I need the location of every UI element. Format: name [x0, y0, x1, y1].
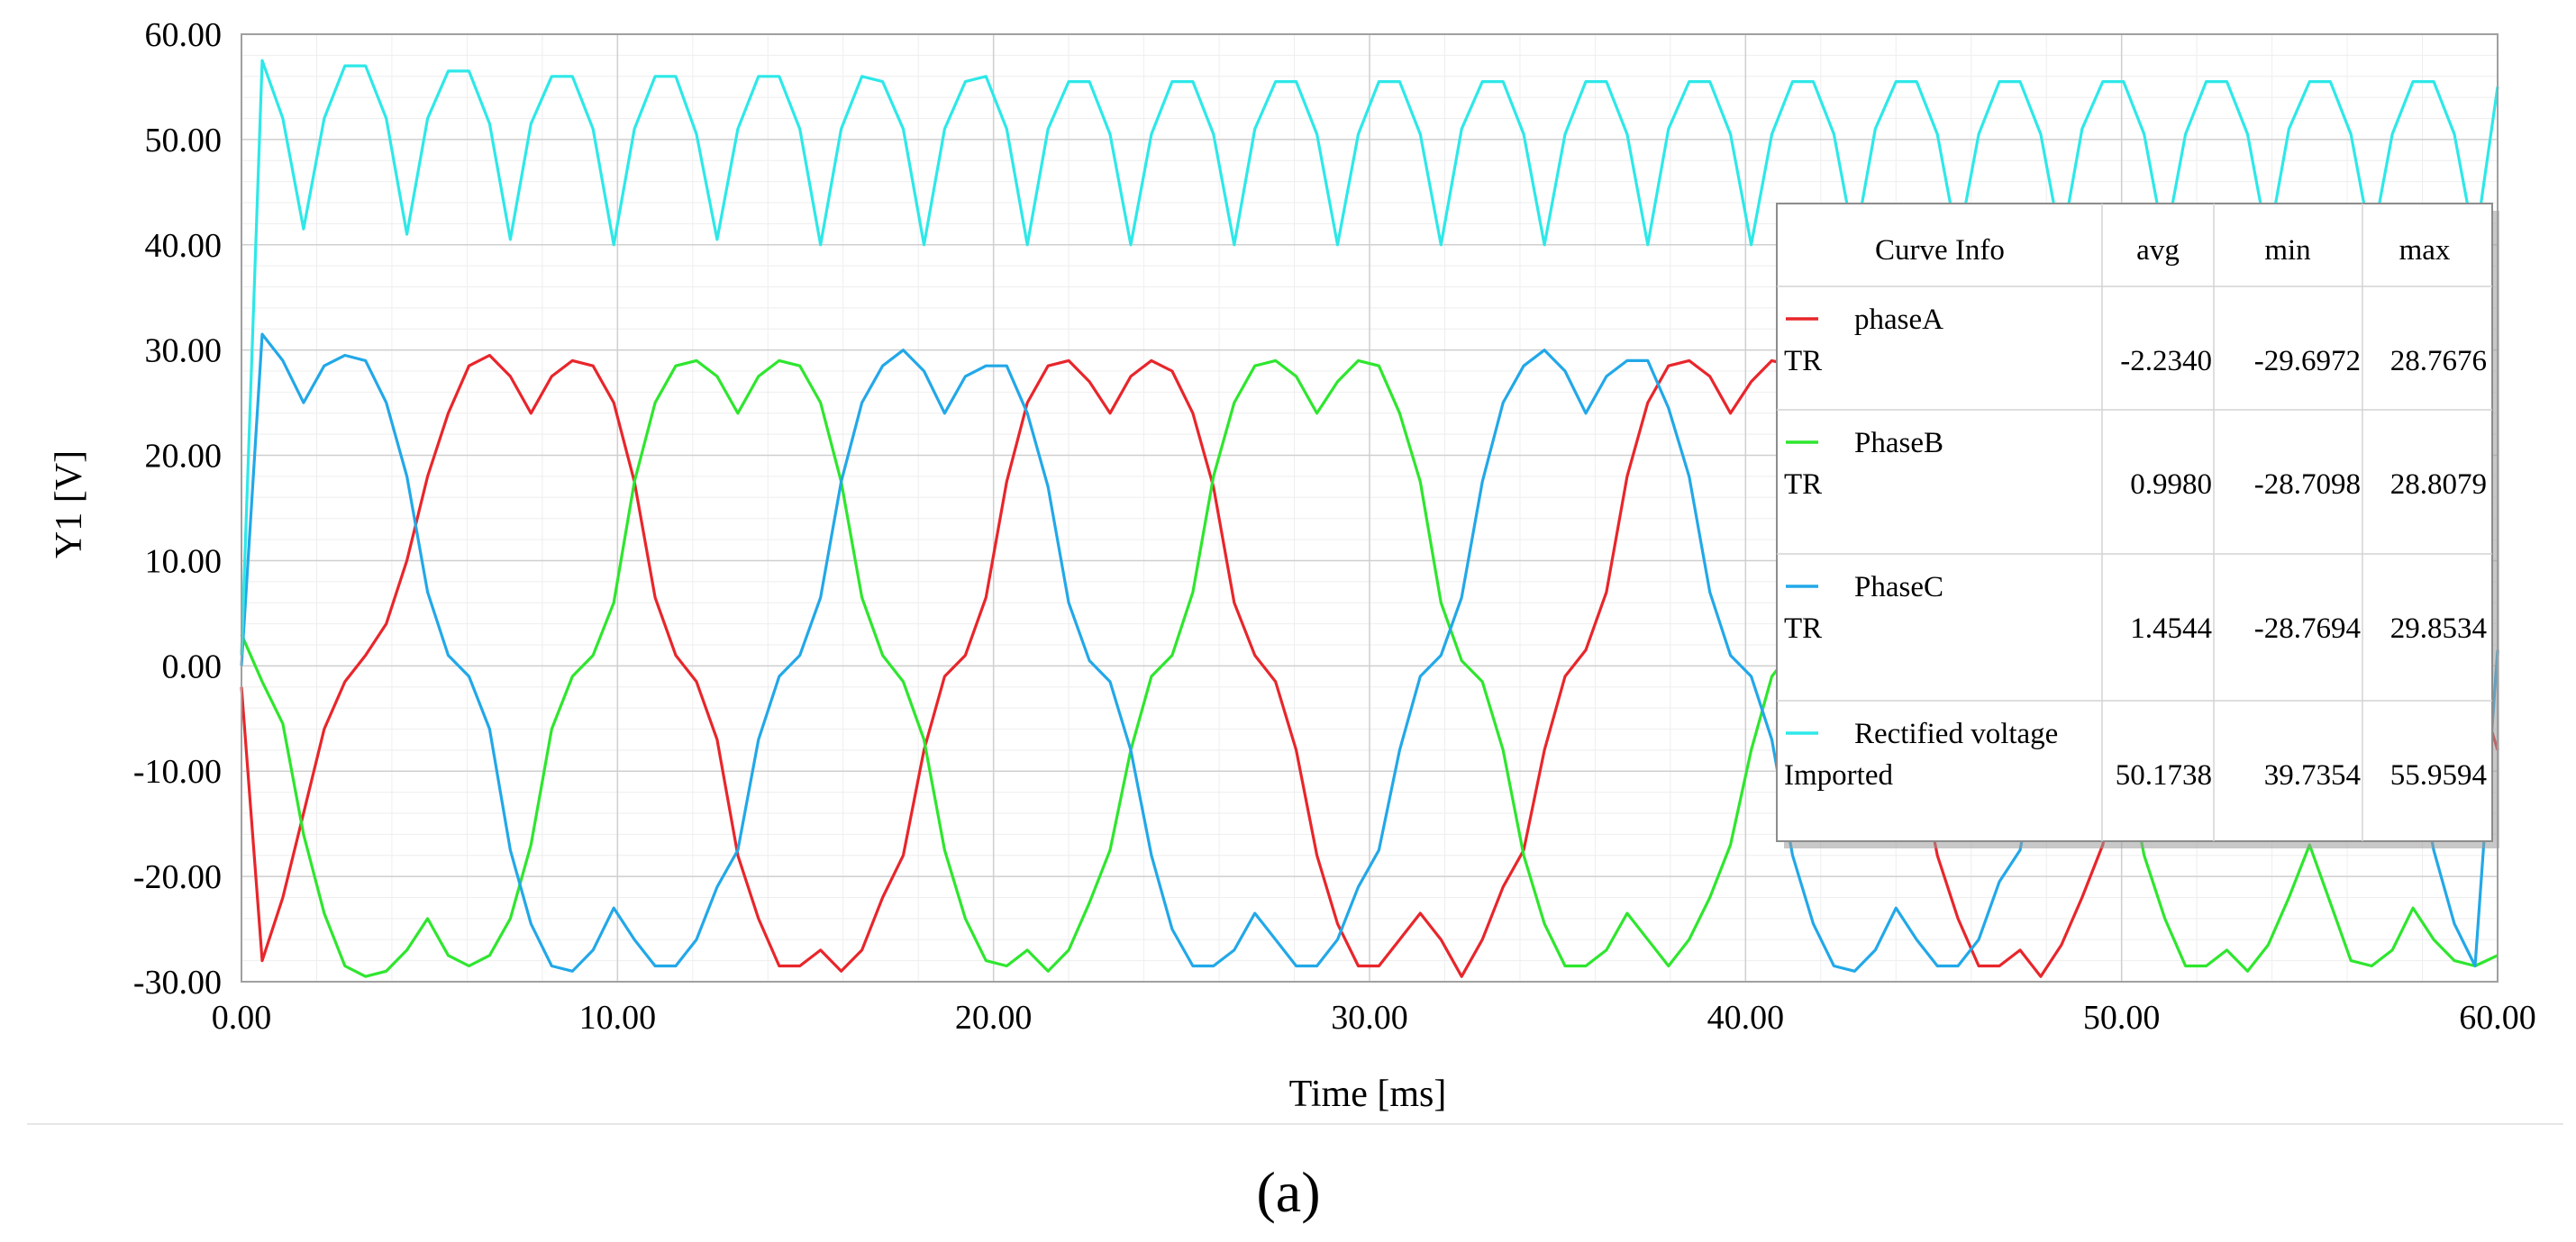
legend-max-value: 28.7676: [2390, 345, 2487, 377]
y-tick-label: -20.00: [133, 858, 222, 896]
x-tick-label: 20.00: [955, 999, 1033, 1037]
series-line-rectified-voltage: [240, 59, 2499, 656]
x-axis-label: Time [ms]: [1289, 1074, 1447, 1115]
legend-series-source: TR: [1784, 468, 1822, 501]
legend-row: PhaseC TR 1.4544 -28.7694 29.8534: [1784, 571, 2487, 645]
x-tick-label: 40.00: [1707, 999, 1785, 1037]
legend-max-value: 55.9594: [2390, 759, 2487, 792]
legend-avg-value: -2.2340: [2120, 345, 2212, 377]
legend-series-name: PhaseB: [1854, 427, 1943, 459]
legend-min-value: 39.7354: [2264, 759, 2361, 792]
legend-series-name: phaseA: [1854, 304, 1943, 336]
y-axis-ticks: -30.00 -20.00 -10.00 0.00 10.00 20.00 30.00 40.…: [133, 16, 222, 1002]
y-tick-label: -30.00: [133, 964, 222, 1002]
legend-series-source: Imported: [1784, 759, 1893, 792]
x-tick-label: 30.00: [1331, 999, 1408, 1037]
legend-avg-value: 0.9980: [2130, 468, 2212, 501]
y-axis-label: Y1 [V]: [49, 450, 90, 558]
legend-avg-value: 1.4544: [2130, 612, 2212, 645]
legend-max-value: 28.8079: [2390, 468, 2487, 501]
y-tick-label: 60.00: [145, 16, 223, 54]
legend-background: [1776, 203, 2493, 842]
legend-col-avg: avg: [2136, 234, 2180, 267]
x-tick-label: 50.00: [2083, 999, 2161, 1037]
legend-col-min: min: [2264, 234, 2310, 267]
legend-title: Curve Info: [1875, 234, 2005, 267]
y-tick-label: 30.00: [145, 332, 223, 370]
legend-series-source: TR: [1784, 345, 1822, 377]
y-tick-label: -10.00: [133, 753, 222, 791]
y-tick-label: 50.00: [145, 122, 223, 159]
legend-min-value: -29.6972: [2254, 345, 2361, 377]
x-axis-ticks: 0.00 10.00 20.00 30.00 40.00 50.00 60.00: [212, 999, 2536, 1037]
legend-row: phaseA TR -2.2340 -29.6972 28.7676: [1784, 304, 2487, 377]
legend-series-name: Rectified voltage: [1854, 718, 2058, 750]
y-tick-label: 0.00: [162, 648, 223, 685]
legend-row: Rectified voltage Imported 50.1738 39.7354 5…: [1784, 718, 2487, 792]
legend-box: Curve Info avg min max phaseA TR -2.2340 -2…: [1776, 203, 2499, 848]
x-tick-label: 0.00: [212, 999, 272, 1037]
x-tick-label: 60.00: [2459, 999, 2536, 1037]
legend-col-max: max: [2399, 234, 2451, 267]
legend-series-name: PhaseC: [1854, 571, 1943, 603]
y-tick-label: 10.00: [145, 542, 223, 580]
legend-min-value: -28.7694: [2254, 612, 2361, 645]
legend-max-value: 29.8534: [2390, 612, 2487, 645]
y-tick-label: 20.00: [145, 438, 223, 476]
legend-grid: [1777, 204, 2492, 841]
x-tick-label: 10.00: [579, 999, 657, 1037]
legend-min-value: -28.7098: [2254, 468, 2361, 501]
figure-caption: (a): [1256, 1160, 1320, 1224]
legend-row: PhaseB TR 0.9980 -28.7098 28.8079: [1784, 427, 2487, 501]
legend-series-source: TR: [1784, 612, 1822, 645]
legend-avg-value: 50.1738: [2116, 759, 2212, 792]
legend-rows: phaseA TR -2.2340 -29.6972 28.7676 PhaseB TR 0.…: [1784, 304, 2487, 792]
y-tick-label: 40.00: [145, 227, 223, 265]
